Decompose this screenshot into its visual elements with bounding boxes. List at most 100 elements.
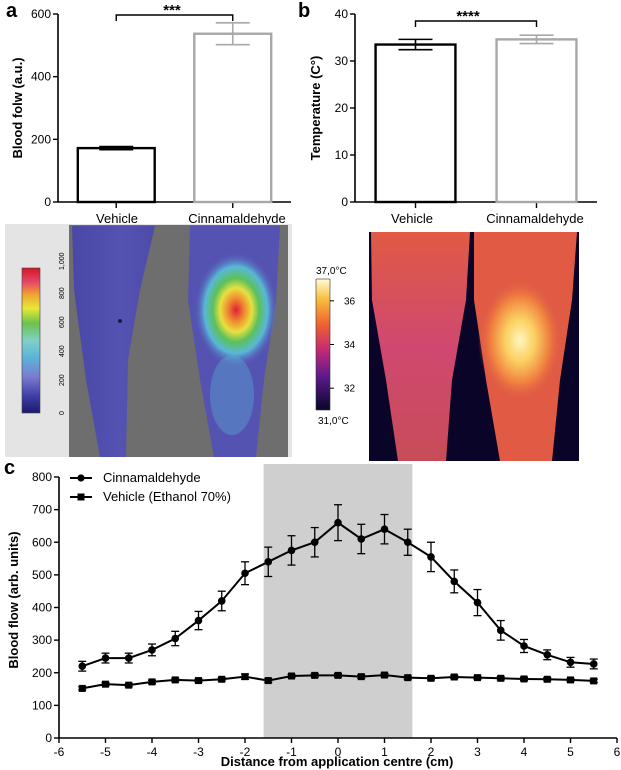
- panel-b-category-cinnamaldehyde: Cinnamaldehyde: [486, 211, 584, 226]
- data-point-vehicle: [311, 671, 319, 679]
- x-tick-label: 6: [614, 745, 621, 759]
- perfusion-left-leg: [72, 226, 155, 457]
- y-tick-label: 0: [44, 195, 51, 209]
- panel-letter-b: b: [298, 0, 310, 22]
- data-point-vehicle: [195, 677, 202, 685]
- panel-b-y-axis-label: Temperature (C°): [308, 56, 323, 161]
- data-point-vehicle: [520, 675, 528, 683]
- panel-a-bar-chart: Blood folw (a.u.) *** Vehicle Cinnamalde…: [10, 2, 291, 226]
- bar-cinnamaldehyde: [495, 38, 578, 204]
- perfusion-scale-label: 1,000: [59, 252, 66, 270]
- data-point-cinnamaldehyde: [589, 660, 598, 668]
- panel-a-significance: ***: [163, 2, 181, 19]
- y-tick-label: 0: [341, 195, 348, 209]
- y-tick-label: 700: [32, 503, 52, 517]
- panel-c-y-axis-label: Blood flow (arb. units): [6, 531, 21, 668]
- data-point-vehicle: [264, 677, 272, 685]
- x-tick-label: -6: [54, 745, 65, 759]
- y-tick-label: 0: [45, 731, 52, 745]
- x-tick-label: 2: [428, 745, 435, 759]
- panel-c-x-axis-label: Distance from application centre (cm): [221, 754, 454, 769]
- data-point-vehicle: [567, 676, 574, 684]
- data-point-vehicle: [497, 674, 505, 682]
- y-tick-label: 500: [32, 568, 52, 582]
- thermal-left-leg: [371, 232, 470, 461]
- significance-bracket: [414, 20, 538, 27]
- panel-b-significance: ****: [456, 8, 480, 25]
- panel-b-bar-chart: Temperature (C°) **** Vehicle Cinnamalde…: [308, 7, 597, 226]
- panel-a-category-vehicle: Vehicle: [96, 211, 138, 226]
- x-tick-label: -1: [286, 745, 297, 759]
- data-point-cinnamaldehyde: [171, 634, 180, 643]
- data-point-vehicle: [78, 684, 86, 692]
- thermal-scale-label: 32: [344, 384, 356, 395]
- thermal-scale-ticks: 36 34 32: [330, 296, 356, 395]
- y-tick-label: 20: [335, 101, 349, 115]
- data-point-cinnamaldehyde: [241, 569, 249, 578]
- data-point-cinnamaldehyde: [450, 577, 459, 586]
- perfusion-mark: [118, 319, 122, 323]
- data-point-cinnamaldehyde: [124, 654, 133, 662]
- data-point-cinnamaldehyde: [357, 535, 366, 543]
- data-point-cinnamaldehyde: [148, 646, 156, 654]
- perfusion-scale-ticks: 0 200 400 600 800 1,000: [59, 252, 66, 415]
- perfusion-scale-label: 200: [59, 374, 66, 386]
- data-point-cinnamaldehyde: [194, 616, 203, 625]
- y-tick-label: 600: [32, 535, 52, 549]
- data-point-cinnamaldehyde: [217, 597, 226, 605]
- perfusion-scale-label: 400: [59, 345, 66, 357]
- data-point-vehicle: [102, 680, 109, 688]
- legend-marker-vehicle: [77, 493, 85, 501]
- thermal-hotspot: [478, 278, 562, 402]
- data-point-cinnamaldehyde: [520, 642, 528, 650]
- x-tick-label: -5: [100, 745, 111, 759]
- thermal-scale-label: 36: [344, 296, 356, 307]
- perfusion-scale-label: 0: [59, 411, 66, 415]
- perfusion-image: 0 200 400 600 800 1,000: [5, 224, 292, 457]
- x-tick-label: -2: [240, 745, 251, 759]
- data-point-vehicle: [381, 671, 388, 679]
- data-point-cinnamaldehyde: [380, 525, 389, 533]
- legend-marker-cinnamaldehyde: [77, 474, 85, 482]
- data-point-vehicle: [218, 675, 226, 683]
- x-tick-label: 4: [521, 745, 528, 759]
- data-point-vehicle: [241, 673, 249, 681]
- y-tick-label: 200: [32, 666, 52, 680]
- perfusion-scale-label: 800: [59, 287, 66, 299]
- x-tick-label: 3: [474, 745, 481, 759]
- data-point-vehicle: [404, 674, 412, 682]
- thermal-image: 37,0°C 31,0°C 36 34 32: [315, 232, 579, 461]
- data-point-vehicle: [474, 674, 481, 682]
- legend-label-cinnamaldehyde: Cinnamaldehyde: [103, 470, 201, 485]
- legend-label-vehicle: Vehicle (Ethanol 70%): [103, 489, 231, 504]
- panel-letter-c: c: [4, 457, 15, 479]
- data-point-vehicle: [450, 673, 458, 681]
- y-tick-label: 600: [31, 7, 51, 21]
- thermal-scale-label: 34: [344, 340, 356, 351]
- data-point-vehicle: [543, 675, 551, 683]
- y-tick-label: 200: [31, 132, 51, 146]
- data-point-vehicle: [148, 678, 156, 686]
- thermal-scale-max: 37,0°C: [316, 266, 347, 277]
- y-tick-label: 400: [31, 70, 51, 84]
- data-point-cinnamaldehyde: [403, 538, 412, 547]
- data-point-vehicle: [590, 677, 598, 685]
- panel-c-line-chart: Blood flow (arb. units) Distance from ap…: [6, 464, 621, 769]
- panel-a-y-axis-label: Blood folw (a.u.): [10, 57, 25, 158]
- y-tick-label: 10: [335, 148, 349, 162]
- data-point-vehicle: [334, 671, 342, 679]
- y-tick-label: 400: [32, 601, 52, 615]
- panel-a-category-cinnamaldehyde: Cinnamaldehyde: [188, 211, 286, 226]
- thermal-scale-min: 31,0°C: [318, 416, 349, 427]
- data-point-cinnamaldehyde: [566, 658, 575, 667]
- x-tick-label: 5: [567, 745, 574, 759]
- perfusion-color-scale: [21, 267, 41, 414]
- bar-cinnamaldehyde: [193, 32, 273, 204]
- data-point-vehicle: [288, 672, 295, 680]
- bar-vehicle: [374, 43, 457, 204]
- y-tick-label: 300: [32, 633, 52, 647]
- y-tick-label: 40: [335, 7, 349, 21]
- data-point-cinnamaldehyde: [310, 538, 319, 547]
- panel-b-category-vehicle: Vehicle: [391, 211, 433, 226]
